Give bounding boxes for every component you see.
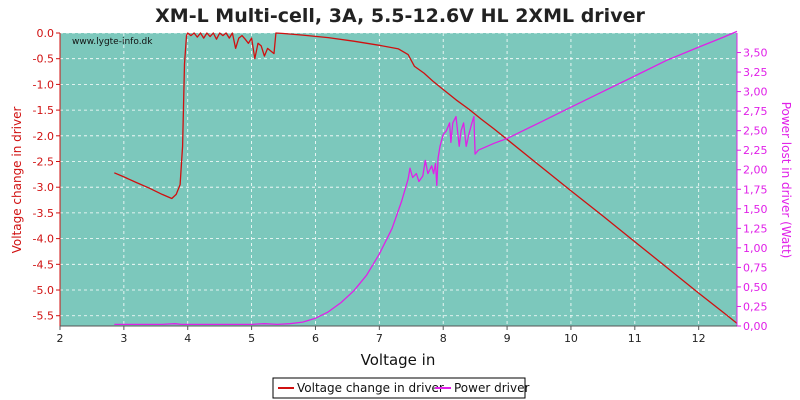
x-tick-label: 2 — [57, 332, 64, 345]
y-left-tick-label: -4.5 — [33, 258, 54, 271]
series-line-voltage-change — [114, 32, 738, 324]
y-right-tick-label: 0,25 — [743, 300, 768, 313]
y-left-tick-label: 0.0 — [37, 27, 55, 40]
x-tick-label: 8 — [440, 332, 447, 345]
x-tick-label: 5 — [248, 332, 255, 345]
legend: Voltage change in driver Power driver — [272, 377, 529, 399]
y-left-tick-label: -1.5 — [33, 104, 54, 117]
y-right-tick-label: 0,75 — [743, 261, 768, 274]
plot-area — [60, 33, 737, 326]
y-left-tick-label: -0.5 — [33, 53, 54, 66]
y-right-tick-label: 1,25 — [743, 222, 768, 235]
y-right-tick-label: 0,00 — [743, 320, 768, 333]
x-tick-label: 4 — [184, 332, 191, 345]
y-left-tick-label: -1.0 — [33, 78, 54, 91]
x-tick-label: 6 — [312, 332, 319, 345]
y-axis-left-label: Voltage change in driver — [10, 107, 24, 254]
x-tick-label: 11 — [628, 332, 642, 345]
y-left-tick-label: -5.0 — [33, 284, 54, 297]
x-tick-label: 12 — [692, 332, 706, 345]
y-left-tick-label: -3.0 — [33, 181, 54, 194]
legend-box — [272, 377, 526, 399]
y-right-tick-label: 3,25 — [743, 66, 768, 79]
y-right-tick-label: 0,50 — [743, 281, 768, 294]
y-left-tick-label: -4.0 — [33, 233, 54, 246]
y-right-tick-label: 3,50 — [743, 47, 768, 60]
y-right-tick-label: 3,00 — [743, 86, 768, 99]
y-left-tick-label: -2.0 — [33, 130, 54, 143]
y-left-tick-label: -3.5 — [33, 207, 54, 220]
y-right-tick-label: 2,00 — [743, 164, 768, 177]
y-left-tick-label: -5.5 — [33, 310, 54, 323]
y-right-tick-label: 2,25 — [743, 144, 768, 157]
legend-label-voltage-change: Voltage change in driver — [297, 381, 444, 395]
legend-label-power-driver: Power driver — [454, 381, 529, 395]
axes-layer: 2 3 4 5 6 7 8 9 10 11 12 0.0 -0.5 -1.0 -1.5 -2.0 -2.5 -3.… — [33, 27, 768, 345]
y-axis-right-label: Power lost in driver (Watt) — [779, 102, 793, 259]
x-tick-label: 10 — [564, 332, 578, 345]
y-right-tick-label: 1,00 — [743, 242, 768, 255]
series-line-power-driver — [114, 30, 738, 326]
y-left-tick-label: -2.5 — [33, 156, 54, 169]
watermark: www.lygte-info.dk — [72, 37, 153, 47]
y-right-tick-label: 2,75 — [743, 105, 768, 118]
series-layer — [114, 30, 738, 326]
x-tick-label: 9 — [504, 332, 511, 345]
x-tick-label: 7 — [376, 332, 383, 345]
x-tick-label: 3 — [120, 332, 127, 345]
grid-lines — [59, 32, 737, 326]
y-right-tick-label: 1,50 — [743, 203, 768, 216]
chart-title: XM-L Multi-cell, 3A, 5.5-12.6V HL 2XML d… — [155, 5, 645, 27]
y-right-tick-label: 2,50 — [743, 125, 768, 138]
y-right-tick-label: 1,75 — [743, 183, 768, 196]
x-axis-label: Voltage in — [361, 351, 436, 369]
